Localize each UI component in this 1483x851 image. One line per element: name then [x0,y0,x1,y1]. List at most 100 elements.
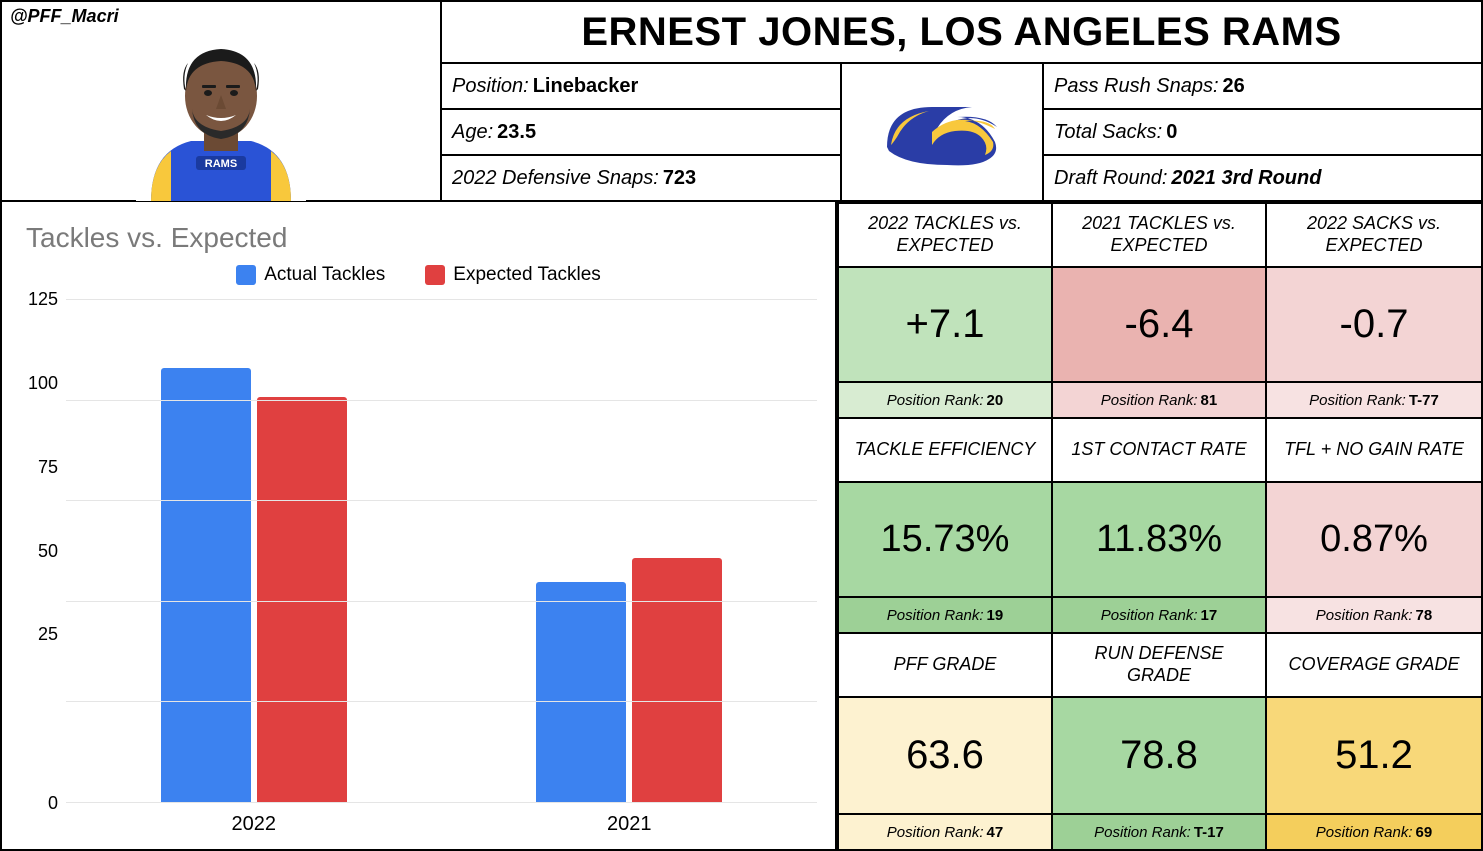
bar-group [442,300,818,803]
svg-text:RAMS: RAMS [205,158,237,170]
stat-rank-label: Position Rank: [1316,607,1413,624]
passrush-value: 26 [1223,75,1245,98]
y-tick: 25 [20,635,58,719]
stat-value: 78.8 [1053,698,1265,815]
y-tick: 0 [20,719,58,803]
y-tick-label: 125 [28,289,58,310]
x-tick-label: 2021 [442,807,818,839]
stat-rank-value: 19 [987,607,1004,624]
stat-value: 63.6 [839,698,1051,815]
y-tick: 100 [20,384,58,468]
passrush-label: Pass Rush Snaps: [1054,75,1219,98]
bar [632,558,722,803]
stat-cell: 2022 TACKLES vs. EXPECTED+7.1Position Ra… [839,204,1053,419]
stat-head: 2022 TACKLES vs. EXPECTED [839,204,1051,268]
player-name: ERNEST JONES, LOS ANGELES RAMS [442,2,1481,64]
stat-value: 11.83% [1053,483,1265,598]
stat-rank: Position Rank: 20 [839,383,1051,417]
stat-cell: TFL + NO GAIN RATE0.87%Position Rank: 78 [1267,419,1481,634]
stat-head: 1ST CONTACT RATE [1053,419,1265,483]
legend-swatch [236,265,256,285]
age-value: 23.5 [497,121,536,144]
bars-row [66,300,817,803]
position-row: Position: Linebacker [442,64,840,108]
chart-title: Tackles vs. Expected [26,222,817,254]
passrush-row: Pass Rush Snaps: 26 [1044,64,1481,108]
header-block: ERNEST JONES, LOS ANGELES RAMS Position:… [442,2,1481,202]
bar [257,397,347,803]
stat-cell: COVERAGE GRADE51.2Position Rank: 69 [1267,634,1481,849]
y-tick-label: 0 [48,793,58,814]
stat-rank: Position Rank: T-17 [1053,815,1265,849]
team-logo-cell [842,64,1042,200]
stat-rank-value: 69 [1416,824,1433,841]
stat-rank-value: 47 [987,824,1004,841]
stat-rank-value: 81 [1201,392,1218,409]
y-tick: 125 [20,300,58,384]
legend-item: Actual Tackles [236,264,385,286]
bar [161,368,251,803]
y-tick: 75 [20,468,58,552]
info-left-col: Position: Linebacker Age: 23.5 2022 Defe… [442,64,842,200]
bar-group [66,300,442,803]
position-value: Linebacker [533,75,639,98]
stat-head: RUN DEFENSE GRADE [1053,634,1265,698]
photo-cell: @PFF_Macri RAMS [2,2,442,202]
sacks-row: Total Sacks: 0 [1044,108,1481,154]
grid-line [66,299,817,300]
bar [536,582,626,803]
stat-cell: RUN DEFENSE GRADE78.8Position Rank: T-17 [1053,634,1267,849]
stat-value: 51.2 [1267,698,1481,815]
info-right-col: Pass Rush Snaps: 26 Total Sacks: 0 Draft… [1042,64,1481,200]
stat-head: 2021 TACKLES vs. EXPECTED [1053,204,1265,268]
draft-value: 2021 3rd Round [1171,167,1321,190]
stat-rank: Position Rank: 47 [839,815,1051,849]
stat-head: COVERAGE GRADE [1267,634,1481,698]
position-label: Position: [452,75,529,98]
stats-grid: 2022 TACKLES vs. EXPECTED+7.1Position Ra… [837,202,1481,849]
stat-rank-label: Position Rank: [887,824,984,841]
legend-label: Actual Tackles [264,264,385,286]
stat-rank-value: 20 [987,392,1004,409]
sacks-label: Total Sacks: [1054,121,1162,144]
stat-rank-label: Position Rank: [1309,392,1406,409]
stat-rank-label: Position Rank: [1101,607,1198,624]
stat-rank: Position Rank: 81 [1053,383,1265,417]
draft-row: Draft Round: 2021 3rd Round [1044,154,1481,200]
stat-rank-label: Position Rank: [1316,824,1413,841]
stat-rank-value: 78 [1416,607,1433,624]
stat-cell: 1ST CONTACT RATE11.83% Position Rank: 17 [1053,419,1267,634]
stat-head: TFL + NO GAIN RATE [1267,419,1481,483]
stat-head: 2022 SACKS vs. EXPECTED [1267,204,1481,268]
chart-area: Tackles vs. Expected Actual Tackles Expec… [2,202,837,849]
stat-rank-label: Position Rank: [1094,824,1191,841]
plot-wrap: 0255075100125 20222021 [20,300,817,839]
stat-rank: Position Rank: 69 [1267,815,1481,849]
grid-line [66,802,817,803]
stat-rank-value: T-77 [1409,392,1439,409]
stat-rank: Position Rank: 78 [1267,598,1481,632]
grid-line [66,500,817,501]
grid-line [66,601,817,602]
stats-grid-inner: 2022 TACKLES vs. EXPECTED+7.1Position Ra… [839,204,1481,849]
grid-line [66,701,817,702]
stat-cell: TACKLE EFFICIENCY15.73%Position Rank: 19 [839,419,1053,634]
chart-legend: Actual Tackles Expected Tackles [20,264,817,286]
stat-rank-label: Position Rank: [887,607,984,624]
stat-value: +7.1 [839,268,1051,383]
stat-rank-value: 17 [1201,607,1218,624]
y-tick: 50 [20,552,58,636]
age-row: Age: 23.5 [442,108,840,154]
legend-swatch [425,265,445,285]
team-logo-icon [877,87,1007,177]
legend-item: Expected Tackles [425,264,601,286]
player-headshot: RAMS [136,31,306,201]
stat-rank-value: T-17 [1194,824,1224,841]
grid-line [66,400,817,401]
stat-value: 0.87% [1267,483,1481,598]
source-handle: @PFF_Macri [10,6,432,27]
snaps-row: 2022 Defensive Snaps: 723 [442,154,840,200]
snaps-value: 723 [663,167,696,190]
stat-value: -6.4 [1053,268,1265,383]
stat-value: 15.73% [839,483,1051,598]
